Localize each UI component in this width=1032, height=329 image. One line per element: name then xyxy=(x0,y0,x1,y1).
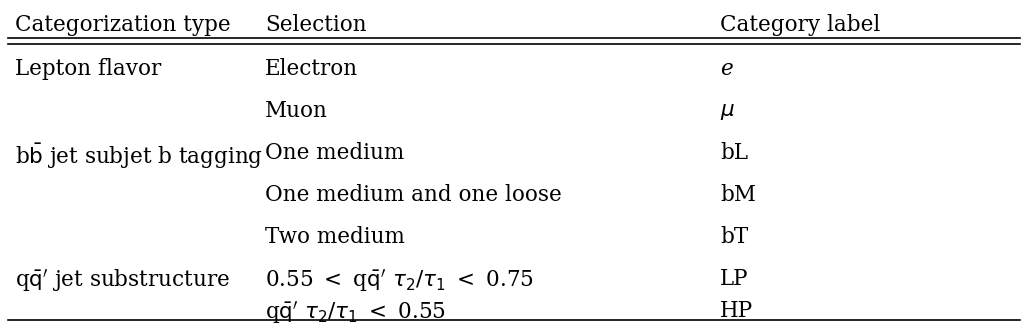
Text: HP: HP xyxy=(720,300,753,322)
Text: e: e xyxy=(720,58,733,80)
Text: One medium and one loose: One medium and one loose xyxy=(265,184,561,206)
Text: Selection: Selection xyxy=(265,14,366,36)
Text: Lepton flavor: Lepton flavor xyxy=(15,58,161,80)
Text: bT: bT xyxy=(720,226,748,248)
Text: bM: bM xyxy=(720,184,756,206)
Text: Categorization type: Categorization type xyxy=(15,14,230,36)
Text: Electron: Electron xyxy=(265,58,358,80)
Text: q$\bar{\mathrm{q}}'$ $\tau_2/\tau_1$ $<$ 0.55: q$\bar{\mathrm{q}}'$ $\tau_2/\tau_1$ $<$… xyxy=(265,300,446,326)
Text: bL: bL xyxy=(720,142,748,164)
Text: b$\bar{\mathrm{b}}$ jet subjet b tagging: b$\bar{\mathrm{b}}$ jet subjet b tagging xyxy=(15,142,263,171)
Text: q$\bar{\mathrm{q}}'$ jet substructure: q$\bar{\mathrm{q}}'$ jet substructure xyxy=(15,268,230,294)
Text: Category label: Category label xyxy=(720,14,880,36)
Text: LP: LP xyxy=(720,268,748,290)
Text: Muon: Muon xyxy=(265,100,328,122)
Text: One medium: One medium xyxy=(265,142,405,164)
Text: $\mu$: $\mu$ xyxy=(720,100,735,122)
Text: 0.55 $<$ q$\bar{\mathrm{q}}'$ $\tau_2/\tau_1$ $<$ 0.75: 0.55 $<$ q$\bar{\mathrm{q}}'$ $\tau_2/\t… xyxy=(265,268,534,294)
Text: Two medium: Two medium xyxy=(265,226,405,248)
